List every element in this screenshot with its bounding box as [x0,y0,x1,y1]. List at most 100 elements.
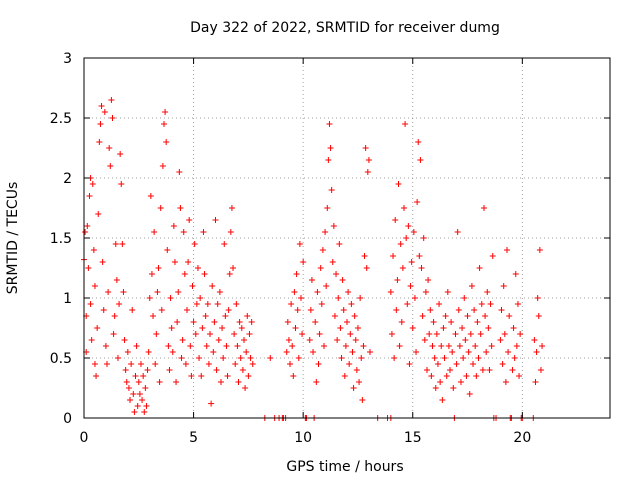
data-point [409,325,416,331]
data-point [413,349,420,355]
data-point [340,307,347,313]
data-point [108,97,115,103]
data-point [93,373,100,379]
data-point [317,265,324,271]
data-point [459,325,466,331]
data-point [510,325,517,331]
data-point [432,385,439,391]
x-axis-label: GPS time / hours [286,459,403,475]
data-point [472,343,479,349]
data-point [512,271,519,277]
data-point [514,301,521,307]
data-point [287,361,294,367]
data-point [358,355,365,361]
data-point [392,217,399,223]
x-tick-label: 15 [404,430,422,446]
data-point [187,343,194,349]
data-point [292,325,299,331]
data-point [400,205,407,211]
x-tick-label: 10 [294,430,312,446]
data-point [85,265,92,271]
data-point [327,145,334,151]
data-point [310,349,317,355]
data-point [464,313,471,319]
data-point [180,229,187,235]
data-point [318,301,325,307]
data-point [475,355,482,361]
data-point [163,139,170,145]
data-point [94,325,101,331]
data-point [505,349,512,355]
data-point [336,241,343,247]
data-point [388,331,395,337]
data-point [537,367,544,373]
data-point [204,301,211,307]
data-point [308,277,315,283]
data-point [314,289,321,295]
data-point [192,331,199,337]
data-point [450,385,457,391]
data-point [124,349,131,355]
data-point [104,361,111,367]
data-point [300,259,307,265]
data-point [444,289,451,295]
data-point [418,265,425,271]
data-point [354,325,361,331]
data-point [333,271,340,277]
data-point [145,349,152,355]
data-point [476,265,483,271]
data-point [320,343,327,349]
data-point [498,307,505,313]
data-point [356,379,363,385]
data-point [197,295,204,301]
data-point [517,331,524,337]
data-point [228,205,235,211]
data-point [480,205,487,211]
data-point [299,331,306,337]
data-point [147,193,154,199]
data-point [499,361,506,367]
data-point [237,355,244,361]
data-point [427,307,434,313]
data-point [410,229,417,235]
y-tick-label: 1.5 [50,231,72,247]
data-point [399,265,406,271]
data-point [177,205,184,211]
data-point [344,319,350,325]
data-point [415,139,422,145]
data-point [426,331,433,337]
data-point [438,343,445,349]
data-point [158,307,165,313]
y-tick-label: 2 [63,171,72,187]
data-point [488,343,495,349]
data-point [501,331,508,337]
y-axis-label: SRMTID / TECUs [5,182,21,295]
data-point [120,289,127,295]
data-point [82,229,89,235]
data-point [113,277,120,283]
data-point [125,385,132,391]
data-point [148,271,155,277]
data-point [289,343,296,349]
data-point [196,355,203,361]
data-point [224,373,231,379]
data-point [360,343,367,349]
data-point [137,361,144,367]
data-point [295,355,302,361]
data-point [117,151,124,157]
data-point [179,337,186,343]
data-point [397,241,404,247]
data-point [136,391,143,397]
data-point [429,343,436,349]
data-point [118,181,125,187]
y-tick-label: 0.5 [50,351,72,367]
data-point [235,379,242,385]
grid-lines [84,58,610,418]
data-point [445,343,452,349]
data-point [430,319,437,325]
data-point [156,379,163,385]
data-point [132,373,139,379]
data-point [439,397,446,403]
data-point [443,373,450,379]
data-point [285,337,292,343]
